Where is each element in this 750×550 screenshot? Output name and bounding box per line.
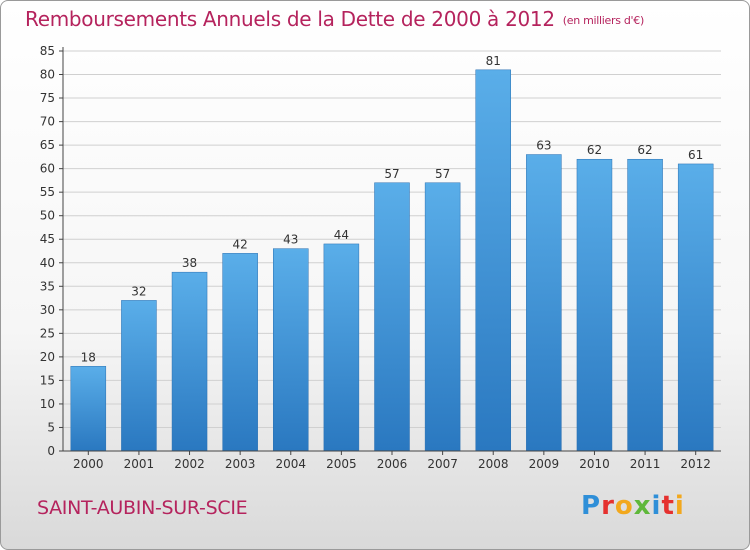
logo-letter: r [601,491,615,521]
city-name: SAINT-AUBIN-SUR-SCIE [37,497,248,519]
logo-letter: o [614,491,634,521]
bar-value-label: 81 [486,54,501,68]
chart-title: Remboursements Annuels de la Dette de 20… [25,7,644,31]
bar-value-label: 61 [688,148,703,162]
x-tick-label: 2009 [529,457,560,471]
x-tick-label: 2012 [680,457,711,471]
bar-2006 [374,182,410,452]
y-tick-label: 85 [40,44,55,58]
bar-2011 [627,158,663,452]
bar-chart: 0 5 10 15 20 25 30 35 40 45 50 55 60 65 70 75 80 85 18 2000… [40,44,721,471]
y-tick-label: 80 [40,68,55,82]
x-tick-label: 2003 [225,457,256,471]
y-tick-label: 0 [47,444,55,458]
logo-letter: i [674,491,685,521]
y-tick-label: 15 [40,373,55,387]
logo-letter: t [661,491,675,521]
y-tick-label: 25 [40,326,55,340]
bar-value-label: 38 [182,256,197,270]
x-tick-label: 2004 [275,457,306,471]
bar-value-label: 43 [283,233,298,247]
x-tick-label: 2006 [377,457,408,471]
bar-2009 [526,154,562,452]
bar-value-label: 57 [384,167,399,181]
bar-value-label: 62 [587,143,602,157]
y-tick-label: 30 [40,303,55,317]
y-tick-label: 40 [40,256,55,270]
logo-letter: i [651,491,662,521]
title-text: Remboursements Annuels de la Dette de 20… [25,7,555,31]
bar-value-label: 62 [637,143,652,157]
y-tick-label: 50 [40,209,55,223]
x-tick-label: 2010 [579,457,610,471]
bar-2004 [273,248,309,452]
y-tick-label: 45 [40,232,55,246]
bar-2008 [475,69,511,452]
y-tick-label: 55 [40,185,55,199]
bar-2012 [677,163,714,452]
proxiti-logo: Proxiti [581,491,685,521]
y-tick-label: 10 [40,397,55,411]
y-tick-label: 35 [40,279,55,293]
bar-2000 [70,366,107,452]
y-tick-label: 75 [40,91,55,105]
bar-value-label: 32 [131,284,146,298]
x-tick-label: 2002 [174,457,205,471]
y-tick-label: 5 [47,420,55,434]
title-unit: (en milliers d'€) [562,14,644,27]
bar-2007 [424,182,461,452]
x-tick-label: 2001 [124,457,155,471]
logo-letter: x [633,491,652,521]
logo-letter: P [581,491,602,521]
bar-value-label: 57 [435,167,450,181]
x-tick-label: 2007 [427,457,458,471]
bar-value-label: 63 [536,139,551,153]
bar-2002 [171,271,208,452]
bar-value-label: 42 [233,237,248,251]
bar-2003 [222,253,258,452]
x-tick-label: 2011 [630,457,661,471]
bar-2001 [121,300,157,452]
bar-2005 [323,243,360,452]
y-tick-label: 70 [40,115,55,129]
x-tick-label: 2000 [73,457,104,471]
y-tick-label: 20 [40,350,55,364]
bar-value-label: 18 [81,350,96,364]
y-tick-label: 65 [40,138,55,152]
bar-value-label: 44 [334,228,349,242]
x-tick-label: 2005 [326,457,357,471]
bar-2010 [576,158,613,452]
y-tick-label: 60 [40,162,55,176]
x-tick-label: 2008 [478,457,509,471]
